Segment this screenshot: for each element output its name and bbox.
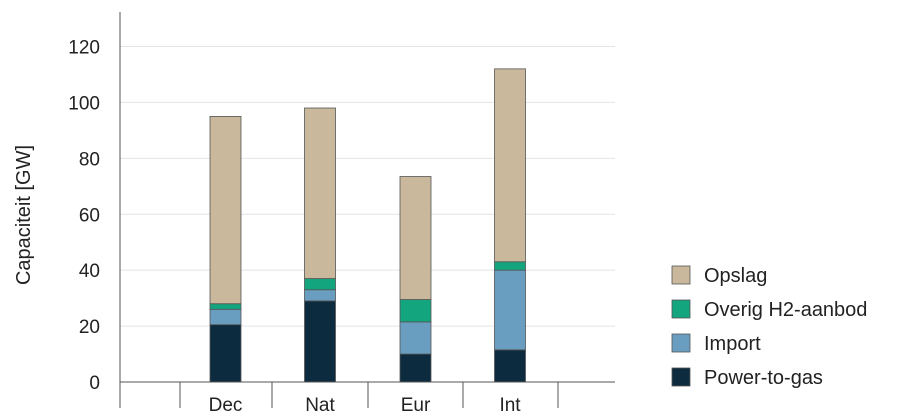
bar-segment-power-to-gas-dec [209,324,242,383]
bar-segment-overig-h2-aanbod-nat [304,278,336,291]
x-tick-label: Int [499,395,521,414]
bar-segment-power-to-gas-eur [399,353,432,383]
legend-swatch [671,367,691,387]
x-tick-label: Eur [401,395,431,414]
y-tick-label: 40 [79,261,100,282]
y-tick-label: 60 [79,205,100,226]
y-tick-labels: 0 20 40 60 80 100 120 [68,38,100,395]
bars [209,68,526,383]
gridlines [120,46,615,327]
axes [119,12,615,408]
x-tick-label: Dec [209,395,243,414]
bar-segment-opslag-dec [209,115,242,305]
legend-label: Overig H2-aanbod [704,299,867,321]
y-tick-label: 80 [79,149,100,170]
legend-swatch [671,265,691,285]
legend-swatch [671,299,691,319]
legend-label: Opslag [704,265,767,287]
legend-label: Import [704,333,761,355]
x-tick-labels: Dec Nat Eur Int [209,395,522,414]
bar-segment-import-eur [399,321,432,355]
bar-segment-import-dec [209,308,242,326]
bar-segment-opslag-nat [304,107,336,279]
bar-segment-power-to-gas-nat [304,300,336,383]
bar-segment-power-to-gas-int [494,349,526,383]
y-tick-label: 0 [89,373,100,394]
bar-segment-overig-h2-aanbod-int [494,261,526,271]
legend-label: Power-to-gas [704,367,823,389]
y-tick-label: 120 [68,38,100,59]
legend-swatch [671,333,691,353]
bar-segment-overig-h2-aanbod-eur [399,299,432,323]
y-tick-label: 100 [68,93,100,114]
bar-segment-overig-h2-aanbod-dec [209,303,242,310]
x-tick-label: Nat [305,395,335,414]
bar-segment-import-nat [304,289,336,302]
y-tick-label: 20 [79,317,100,338]
y-axis-title: Capaciteit [GW] [13,145,35,285]
bar-segment-import-int [494,269,526,351]
bar-segment-opslag-eur [399,176,432,300]
legend: Opslag Overig H2-aanbod Import Power-to-gas [671,265,867,389]
bar-segment-opslag-int [494,68,526,263]
